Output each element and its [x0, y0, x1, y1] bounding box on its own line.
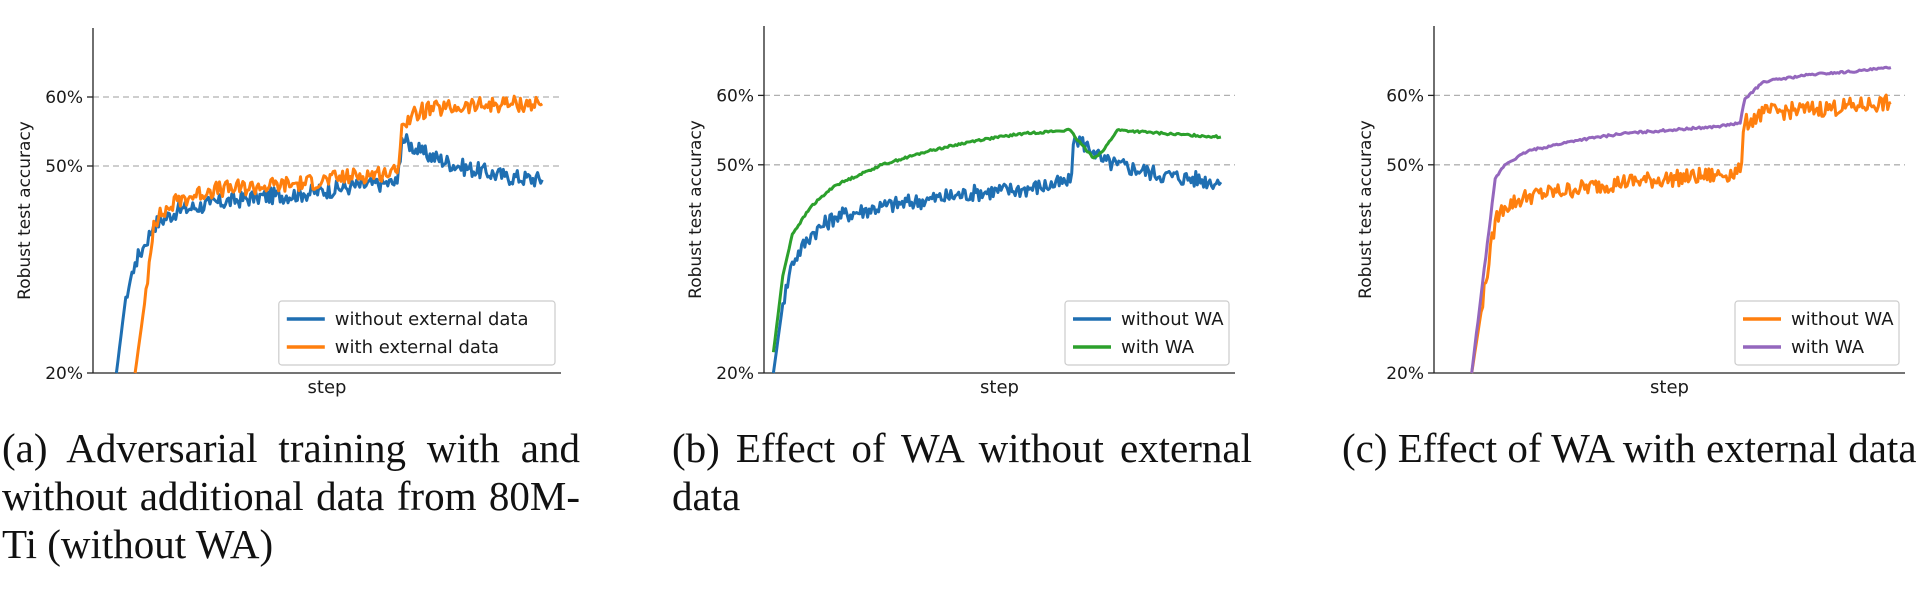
y-tick-label: 60%	[45, 88, 83, 108]
x-axis-label: step	[980, 377, 1019, 398]
caption-b: (b) Effect of WA without external data	[672, 425, 1252, 519]
series-line-1	[771, 135, 1223, 374]
caption-a: (a) Adversarial training with and withou…	[2, 425, 580, 567]
legend-label: with WA	[1121, 337, 1195, 358]
caption-c: (c) Effect of WA with external data	[1342, 425, 1917, 471]
y-axis-label: Robust test accuracy	[686, 120, 706, 299]
legend-box	[278, 300, 556, 366]
x-axis-label: step	[1650, 377, 1689, 398]
y-axis-label: Robust test accuracy	[1356, 120, 1376, 299]
chart-panel-1: 20% 50% 60% step Robust test accuracy without…	[15, 28, 561, 398]
series-line-1	[114, 133, 544, 374]
y-axis-label: Robust test accuracy	[15, 121, 35, 300]
legend-label: with external data	[335, 337, 499, 358]
legend-box	[1734, 300, 1900, 366]
series-line-1	[1470, 93, 1892, 374]
y-tick-label: 20%	[716, 364, 754, 384]
y-tick-label: 20%	[45, 364, 83, 384]
y-tick-label: 20%	[1386, 364, 1424, 384]
series-line-2	[133, 94, 544, 374]
series-line-2	[1470, 65, 1892, 374]
y-tick-label: 50%	[1386, 156, 1424, 176]
legend-label: without WA	[1121, 309, 1224, 330]
y-tick-label: 60%	[716, 86, 754, 106]
series-line-2	[771, 127, 1222, 353]
legend-box	[1064, 300, 1230, 366]
y-tick-label: 50%	[716, 156, 754, 176]
y-tick-label: 50%	[45, 157, 83, 177]
y-tick-label: 60%	[1386, 86, 1424, 106]
legend-label: without external data	[335, 309, 529, 330]
legend-label: with WA	[1791, 337, 1865, 358]
legend-label: without WA	[1791, 309, 1894, 330]
x-axis-label: step	[308, 377, 347, 398]
chart-panel-3: 20% 50% 60% step Robust test accuracy without…	[1356, 26, 1905, 398]
chart-panel-2: 20% 50% 60% step Robust test accuracy without…	[686, 26, 1235, 398]
